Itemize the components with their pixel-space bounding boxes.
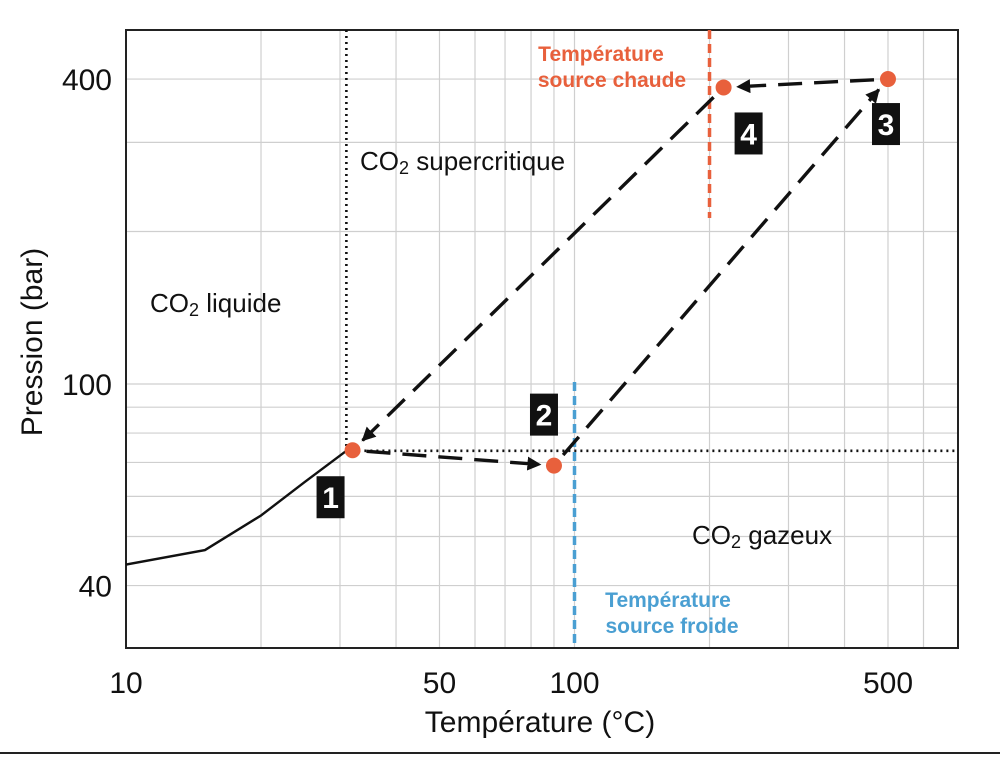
cycle-path-1 [366, 449, 542, 471]
point-badge-3 [871, 103, 900, 146]
point-badge-2 [529, 393, 558, 436]
y-tick-label: 100 [62, 369, 112, 402]
point-badge-label-4: 4 [740, 118, 757, 151]
region-label-liquid: CO2 liquide [150, 288, 281, 320]
cycle-point-4 [715, 79, 732, 96]
saturation-curve [125, 449, 348, 566]
y-axis-title: Pression (bar) [16, 248, 49, 436]
cycle-point-3 [879, 71, 896, 88]
region-label-supercritical: CO2 supercritique [360, 146, 565, 178]
point-badges: 1 2 3 4 [316, 103, 900, 519]
x-axis-title: Température (°C) [425, 706, 655, 739]
cycle-path-3 [736, 78, 875, 94]
cycle-points [344, 71, 896, 474]
plot-frame [125, 29, 959, 649]
x-tick-label: 10 [109, 667, 142, 700]
series-lines [125, 30, 958, 648]
point-badge-label-1: 1 [322, 482, 339, 515]
cycle-path-2 [561, 88, 881, 457]
hot-source-label-line2: source chaude [538, 69, 686, 92]
region-label-gas: CO2 gazeux [692, 520, 832, 552]
x-tick-label: 100 [549, 667, 599, 700]
cycle-point-1 [344, 442, 361, 459]
y-tick-label: 400 [62, 64, 112, 97]
grid [126, 30, 958, 648]
cold-source-label-line2: source froide [605, 615, 738, 638]
x-tick-label: 500 [863, 667, 913, 700]
region-labels: CO2 liquide CO2 supercritique CO2 gazeux [150, 146, 832, 552]
source-labels: Température source chaude Température so… [538, 43, 739, 638]
point-badge-1 [316, 476, 345, 519]
point-badge-4 [734, 112, 763, 155]
x-tick-label: 50 [423, 667, 456, 700]
point-badge-label-3: 3 [878, 109, 895, 142]
hot-source-label-line1: Température [538, 43, 664, 66]
tick-labels: 10 50 100 500 40 100 400 [62, 64, 913, 700]
cycle-path-4 [361, 96, 715, 442]
cycle-point-2 [545, 457, 562, 474]
point-badge-label-2: 2 [536, 400, 553, 433]
cold-source-label-line1: Température [605, 589, 731, 612]
bottom-rule [0, 752, 1000, 754]
y-tick-label: 40 [79, 571, 112, 604]
